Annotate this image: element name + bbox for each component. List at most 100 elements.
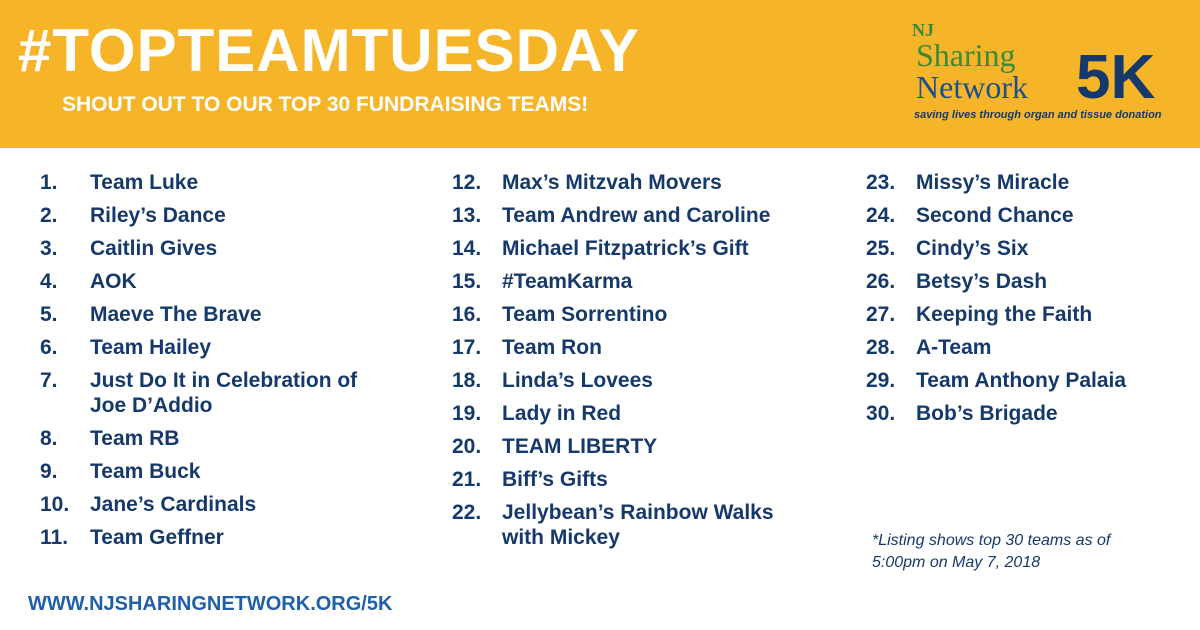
team-item: 28. A-Team [866, 335, 1186, 360]
team-name: Cindy’s Six [916, 237, 1029, 260]
team-name: Linda’s Lovees [502, 369, 653, 392]
team-rank: 9. [40, 460, 58, 483]
team-name: Jellybean’s Rainbow Walks with Mickey [502, 501, 774, 549]
team-item: 20. TEAM LIBERTY [452, 434, 812, 459]
team-name: Caitlin Gives [90, 237, 218, 260]
team-item: 9. Team Buck [40, 459, 370, 484]
team-rank: 10. [40, 493, 70, 516]
footnote: *Listing shows top 30 teams as of 5:00pm… [872, 532, 1111, 571]
team-name: Maeve The Brave [90, 303, 262, 326]
team-rank: 6. [40, 336, 58, 359]
team-item: 21. Biff’s Gifts [452, 467, 812, 492]
team-item: 30. Bob’s Brigade [866, 401, 1186, 426]
team-rank: 29. [866, 369, 896, 392]
team-column: 1. Team Luke 2. Riley’s Dance 3. Caitlin Give… [40, 170, 370, 558]
team-rank: 1. [40, 171, 58, 194]
team-item: 12. Max’s Mitzvah Movers [452, 170, 812, 195]
team-name: Team Anthony Palaia [916, 369, 1127, 392]
team-name: Team Luke [90, 171, 199, 194]
team-rank: 25. [866, 237, 896, 260]
website-url: WWW.NJSHARINGNETWORK.ORG/5K [28, 593, 393, 615]
team-item: 2. Riley’s Dance [40, 203, 370, 228]
team-rank: 8. [40, 427, 58, 450]
team-rank: 24. [866, 204, 896, 227]
team-item: 23. Missy’s Miracle [866, 170, 1186, 195]
team-item: 29. Team Anthony Palaia [866, 368, 1186, 393]
logo-5k: 5K [1076, 43, 1155, 112]
team-item: 11. Team Geffner [40, 525, 370, 550]
team-rank: 30. [866, 402, 896, 425]
team-rank: 26. [866, 270, 896, 293]
team-item: 10. Jane’s Cardinals [40, 492, 370, 517]
team-name: TEAM LIBERTY [502, 435, 658, 458]
team-name: Keeping the Faith [916, 303, 1093, 326]
team-name: Team Geffner [90, 526, 224, 549]
team-item: 26. Betsy’s Dash [866, 269, 1186, 294]
title: #TOPTEAMTUESDAY [18, 17, 640, 84]
logo-tagline: saving lives through organ and tissue do… [914, 109, 1162, 121]
team-item: 5. Maeve The Brave [40, 302, 370, 327]
team-rank: 15. [452, 270, 482, 293]
team-item: 27. Keeping the Faith [866, 302, 1186, 327]
team-rank: 28. [866, 336, 896, 359]
team-rank: 3. [40, 237, 58, 260]
team-item: 18. Linda’s Lovees [452, 368, 812, 393]
team-rank: 20. [452, 435, 482, 458]
team-name: Team Hailey [90, 336, 212, 359]
team-name: Team Buck [90, 460, 201, 483]
team-item: 14. Michael Fitzpatrick’s Gift [452, 236, 812, 261]
team-item: 19. Lady in Red [452, 401, 812, 426]
team-item: 17. Team Ron [452, 335, 812, 360]
team-rank: 4. [40, 270, 58, 293]
team-rank: 22. [452, 501, 482, 524]
subtitle: SHOUT OUT TO OUR TOP 30 FUNDRAISING TEAM… [62, 93, 589, 116]
team-name: Biff’s Gifts [502, 468, 608, 491]
team-name: Max’s Mitzvah Movers [502, 171, 722, 194]
team-name: A-Team [916, 336, 992, 359]
team-item: 4. AOK [40, 269, 370, 294]
team-item: 15. #TeamKarma [452, 269, 812, 294]
team-item: 6. Team Hailey [40, 335, 370, 360]
team-column: 12. Max’s Mitzvah Movers 13. Team Andrew an… [452, 170, 812, 558]
team-rank: 27. [866, 303, 896, 326]
team-rank: 5. [40, 303, 58, 326]
team-name: Betsy’s Dash [916, 270, 1048, 293]
team-name: Team Ron [502, 336, 602, 359]
team-name: Just Do It in Celebration of Joe D’Addio [90, 369, 358, 417]
team-item: 8. Team RB [40, 426, 370, 451]
team-name: #TeamKarma [502, 270, 633, 293]
team-name: Bob’s Brigade [916, 402, 1058, 425]
team-name: Jane’s Cardinals [90, 493, 257, 516]
team-name: Missy’s Miracle [916, 171, 1070, 194]
team-name: Lady in Red [502, 402, 622, 425]
team-name: Riley’s Dance [90, 204, 226, 227]
team-rank: 12. [452, 171, 482, 194]
team-rank: 23. [866, 171, 896, 194]
team-item: 7. Just Do It in Celebration of Joe D’Add… [40, 368, 370, 418]
team-rank: 2. [40, 204, 58, 227]
team-name: Michael Fitzpatrick’s Gift [502, 237, 749, 260]
team-name: AOK [90, 270, 137, 293]
logo: NJ Sharing Network 5K saving lives throu… [912, 20, 1162, 121]
team-rank: 7. [40, 369, 58, 392]
team-item: 16. Team Sorrentino [452, 302, 812, 327]
team-item: 24. Second Chance [866, 203, 1186, 228]
team-item: 1. Team Luke [40, 170, 370, 195]
team-rank: 11. [40, 526, 69, 549]
team-name: Second Chance [916, 204, 1074, 227]
logo-sharing: Sharing [916, 37, 1016, 73]
team-item: 3. Caitlin Gives [40, 236, 370, 261]
team-item: 22. Jellybean’s Rainbow Walks with Mickey [452, 500, 812, 550]
logo-nj: NJ [912, 20, 934, 40]
team-item: 13. Team Andrew and Caroline [452, 203, 812, 228]
team-rank: 13. [452, 204, 482, 227]
logo-network: Network [916, 69, 1028, 105]
team-rank: 21. [452, 468, 482, 491]
team-rank: 19. [452, 402, 482, 425]
team-rank: 18. [452, 369, 482, 392]
team-rank: 14. [452, 237, 482, 260]
team-column: 23. Missy’s Miracle 24. Second Chance 25. Cin… [866, 170, 1186, 434]
team-item: 25. Cindy’s Six [866, 236, 1186, 261]
team-name: Team RB [90, 427, 180, 450]
